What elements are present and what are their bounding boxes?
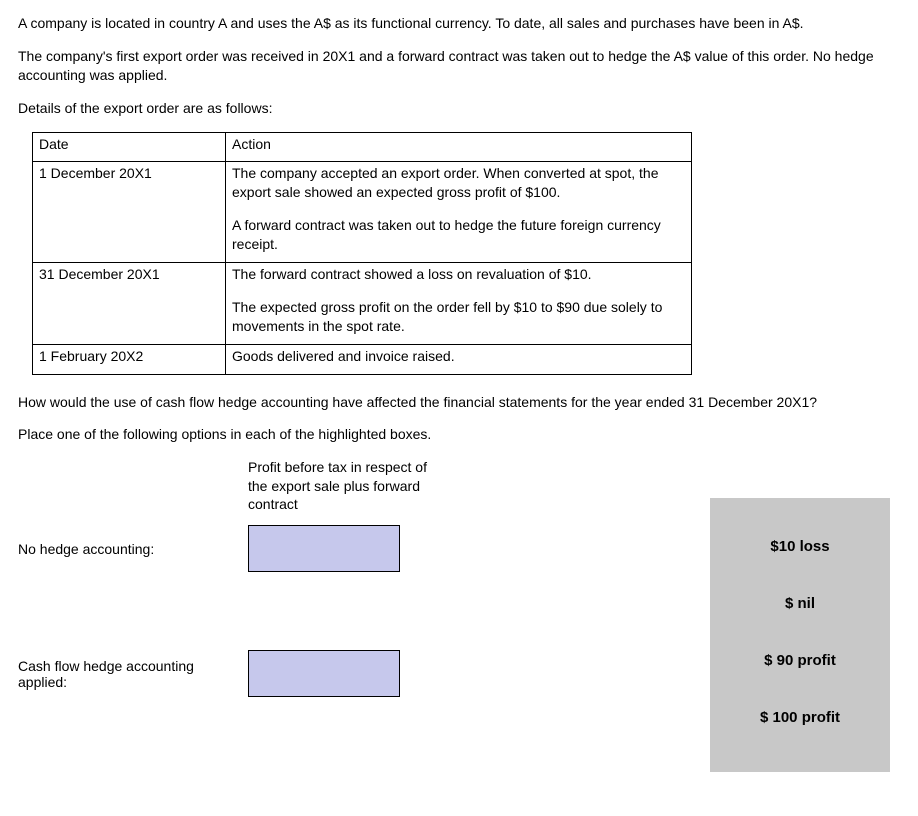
table-header-row: Date Action <box>33 132 692 162</box>
intro-paragraph-3: Details of the export order are as follo… <box>18 99 900 118</box>
table-row: 31 December 20X1 The forward contract sh… <box>33 263 692 345</box>
drop-target-cash-flow-hedge[interactable] <box>248 650 400 697</box>
action-text: The forward contract showed a loss on re… <box>232 265 685 284</box>
header-action: Action <box>226 132 692 162</box>
column-header: Profit before tax in respect of the expo… <box>238 458 428 523</box>
cell-action: Goods delivered and invoice raised. <box>226 344 692 374</box>
action-text: A forward contract was taken out to hedg… <box>232 216 685 254</box>
cell-action: The forward contract showed a loss on re… <box>226 263 692 345</box>
option-nil[interactable]: $ nil <box>710 575 890 632</box>
question-text-2: Place one of the following options in ea… <box>18 425 900 444</box>
action-text: Goods delivered and invoice raised. <box>232 347 685 366</box>
table-row: 1 February 20X2 Goods delivered and invo… <box>33 344 692 374</box>
cell-date: 31 December 20X1 <box>33 263 226 345</box>
cell-date: 1 February 20X2 <box>33 344 226 374</box>
cell-date: 1 December 20X1 <box>33 162 226 263</box>
header-date: Date <box>33 132 226 162</box>
action-text: The expected gross profit on the order f… <box>232 298 685 336</box>
details-table: Date Action 1 December 20X1 The company … <box>32 132 692 375</box>
options-panel: $10 loss $ nil $ 90 profit $ 100 profit <box>710 498 890 772</box>
intro-paragraph-2: The company's first export order was rec… <box>18 47 900 85</box>
action-text: The company accepted an export order. Wh… <box>232 164 685 202</box>
table-row: 1 December 20X1 The company accepted an … <box>33 162 692 263</box>
option-10-loss[interactable]: $10 loss <box>710 518 890 575</box>
question-text-1: How would the use of cash flow hedge acc… <box>18 393 900 412</box>
drop-target-no-hedge[interactable] <box>248 525 400 572</box>
answer-area: Profit before tax in respect of the expo… <box>18 458 900 772</box>
intro-paragraph-1: A company is located in country A and us… <box>18 14 900 33</box>
cell-action: The company accepted an export order. Wh… <box>226 162 692 263</box>
row-label-no-hedge: No hedge accounting: <box>18 523 228 575</box>
option-100-profit[interactable]: $ 100 profit <box>710 689 890 746</box>
option-90-profit[interactable]: $ 90 profit <box>710 632 890 689</box>
row-label-cash-flow-hedge: Cash flow hedge accounting applied: <box>18 640 228 708</box>
